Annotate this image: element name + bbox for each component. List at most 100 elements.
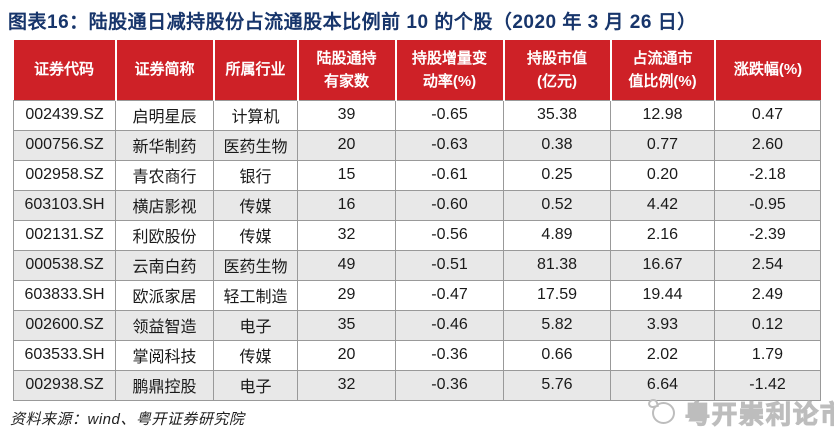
table-cell: 5.82 xyxy=(503,309,611,341)
table-cell: 19.44 xyxy=(610,279,715,311)
table-cell: 39 xyxy=(297,99,396,131)
table-cell: -0.65 xyxy=(395,99,504,131)
column-header: 陆股通持 有家数 xyxy=(297,40,397,100)
table-row: 002439.SZ 启明星辰 计算机 39 -0.65 35.38 12.98 0.47 xyxy=(13,99,821,131)
column-header: 持股市值 (亿元) xyxy=(503,40,612,100)
table-header-row: 证券代码 证券简称 所属行业 陆股通持 有家数 持股增量变 动率(%) 持股市值 (亿元)… xyxy=(13,40,821,100)
table-cell: 启明星辰 xyxy=(115,99,214,131)
table-cell: 603103.SH xyxy=(13,189,116,221)
table-cell: 1.79 xyxy=(714,339,821,371)
table-cell: 横店影视 xyxy=(115,189,214,221)
table-cell: 20 xyxy=(297,339,396,371)
table-cell: -2.39 xyxy=(714,219,821,251)
stock-holdings-table: 证券代码 证券简称 所属行业 陆股通持 有家数 持股增量变 动率(%) 持股市值 (亿元)… xyxy=(13,40,821,401)
table-cell: 欧派家居 xyxy=(115,279,214,311)
table-cell: 000756.SZ xyxy=(13,129,116,161)
table-row: 002131.SZ 利欧股份 传媒 32 -0.56 4.89 2.16 -2.39 xyxy=(13,219,821,251)
table-cell: 轻工制造 xyxy=(213,279,298,311)
table-cell: 青农商行 xyxy=(115,159,214,191)
column-header: 持股增量变 动率(%) xyxy=(395,40,505,100)
table-cell: 0.66 xyxy=(503,339,611,371)
piggy-mascot-icon xyxy=(647,397,678,427)
table-cell: 计算机 xyxy=(213,99,298,131)
table-cell: 利欧股份 xyxy=(115,219,214,251)
table-cell: 12.98 xyxy=(610,99,715,131)
table-cell: 603533.SH xyxy=(13,339,116,371)
table-cell: 32 xyxy=(297,219,396,251)
table-row: 000538.SZ 云南白药 医药生物 49 -0.51 81.38 16.67 2.54 xyxy=(13,249,821,281)
table-cell: 新华制药 xyxy=(115,129,214,161)
table-cell: 35 xyxy=(297,309,396,341)
table-cell: -0.56 xyxy=(395,219,504,251)
table-cell: 15 xyxy=(297,159,396,191)
column-header: 涨跌幅(%) xyxy=(714,40,821,100)
table-cell: 0.77 xyxy=(610,129,715,161)
table-cell: 002439.SZ xyxy=(13,99,116,131)
table-cell: -0.46 xyxy=(395,309,504,341)
page-title: 图表16：陆股通日减持股份占流通股本比例前 10 的个股（2020 年 3 月 … xyxy=(8,12,697,33)
data-source-note: 资料来源：wind、粤开证券研究院 xyxy=(10,411,245,428)
table-cell: 2.16 xyxy=(610,219,715,251)
table-cell: -0.51 xyxy=(395,249,504,281)
table-cell: 0.47 xyxy=(714,99,821,131)
table-cell: 16.67 xyxy=(610,249,715,281)
table-cell: 5.76 xyxy=(503,369,611,401)
table-cell: 002131.SZ xyxy=(13,219,116,251)
table-cell: 电子 xyxy=(213,309,298,341)
table-cell: 4.42 xyxy=(610,189,715,221)
table-cell: -0.47 xyxy=(395,279,504,311)
table-cell: 0.12 xyxy=(714,309,821,341)
table-cell: 0.52 xyxy=(503,189,611,221)
table-cell: 传媒 xyxy=(213,189,298,221)
table-cell: 000538.SZ xyxy=(13,249,116,281)
table-cell: -0.95 xyxy=(714,189,821,221)
table-cell: 传媒 xyxy=(213,339,298,371)
table-cell: 医药生物 xyxy=(213,129,298,161)
table-cell: 002600.SZ xyxy=(13,309,116,341)
table-row: 603533.SH 掌阅科技 传媒 20 -0.36 0.66 2.02 1.79 xyxy=(13,339,821,371)
column-header: 证券简称 xyxy=(115,40,215,100)
table-cell: 2.49 xyxy=(714,279,821,311)
table-cell: 32 xyxy=(297,369,396,401)
table-cell: -0.36 xyxy=(395,369,504,401)
table-cell: 0.20 xyxy=(610,159,715,191)
table-row: 002600.SZ 领益智造 电子 35 -0.46 5.82 3.93 0.12 xyxy=(13,309,821,341)
table-cell: -0.61 xyxy=(395,159,504,191)
table-cell: 81.38 xyxy=(503,249,611,281)
table-cell: -0.60 xyxy=(395,189,504,221)
table-cell: 603833.SH xyxy=(13,279,116,311)
table-cell: -0.63 xyxy=(395,129,504,161)
table-cell: 17.59 xyxy=(503,279,611,311)
table-cell: 0.25 xyxy=(503,159,611,191)
table-cell: -2.18 xyxy=(714,159,821,191)
table-cell: 20 xyxy=(297,129,396,161)
table-cell: 领益智造 xyxy=(115,309,214,341)
table-cell: 4.89 xyxy=(503,219,611,251)
table-cell: 传媒 xyxy=(213,219,298,251)
table-cell: 6.64 xyxy=(610,369,715,401)
table-cell: 2.02 xyxy=(610,339,715,371)
table-cell: 2.54 xyxy=(714,249,821,281)
table-cell: 电子 xyxy=(213,369,298,401)
table-cell: 鹏鼎控股 xyxy=(115,369,214,401)
table-cell: 35.38 xyxy=(503,99,611,131)
table-cell: 银行 xyxy=(213,159,298,191)
table-cell: 16 xyxy=(297,189,396,221)
table-row: 002938.SZ 鹏鼎控股 电子 32 -0.36 5.76 6.64 -1.42 xyxy=(13,369,821,401)
table-cell: 49 xyxy=(297,249,396,281)
table-cell: 29 xyxy=(297,279,396,311)
table-cell: 002938.SZ xyxy=(13,369,116,401)
table-row: 603103.SH 横店影视 传媒 16 -0.60 0.52 4.42 -0.95 xyxy=(13,189,821,221)
column-header: 所属行业 xyxy=(213,40,299,100)
table-cell: 3.93 xyxy=(610,309,715,341)
table-row: 603833.SH 欧派家居 轻工制造 29 -0.47 17.59 19.44 2.49 xyxy=(13,279,821,311)
table-cell: 医药生物 xyxy=(213,249,298,281)
column-header: 占流通市 值比例(%) xyxy=(610,40,716,100)
table-cell: -1.42 xyxy=(714,369,821,401)
table-cell: 002958.SZ xyxy=(13,159,116,191)
column-header: 证券代码 xyxy=(13,40,117,100)
table-cell: 掌阅科技 xyxy=(115,339,214,371)
table-row: 000756.SZ 新华制药 医药生物 20 -0.63 0.38 0.77 2.60 xyxy=(13,129,821,161)
table-cell: 云南白药 xyxy=(115,249,214,281)
table-cell: 0.38 xyxy=(503,129,611,161)
